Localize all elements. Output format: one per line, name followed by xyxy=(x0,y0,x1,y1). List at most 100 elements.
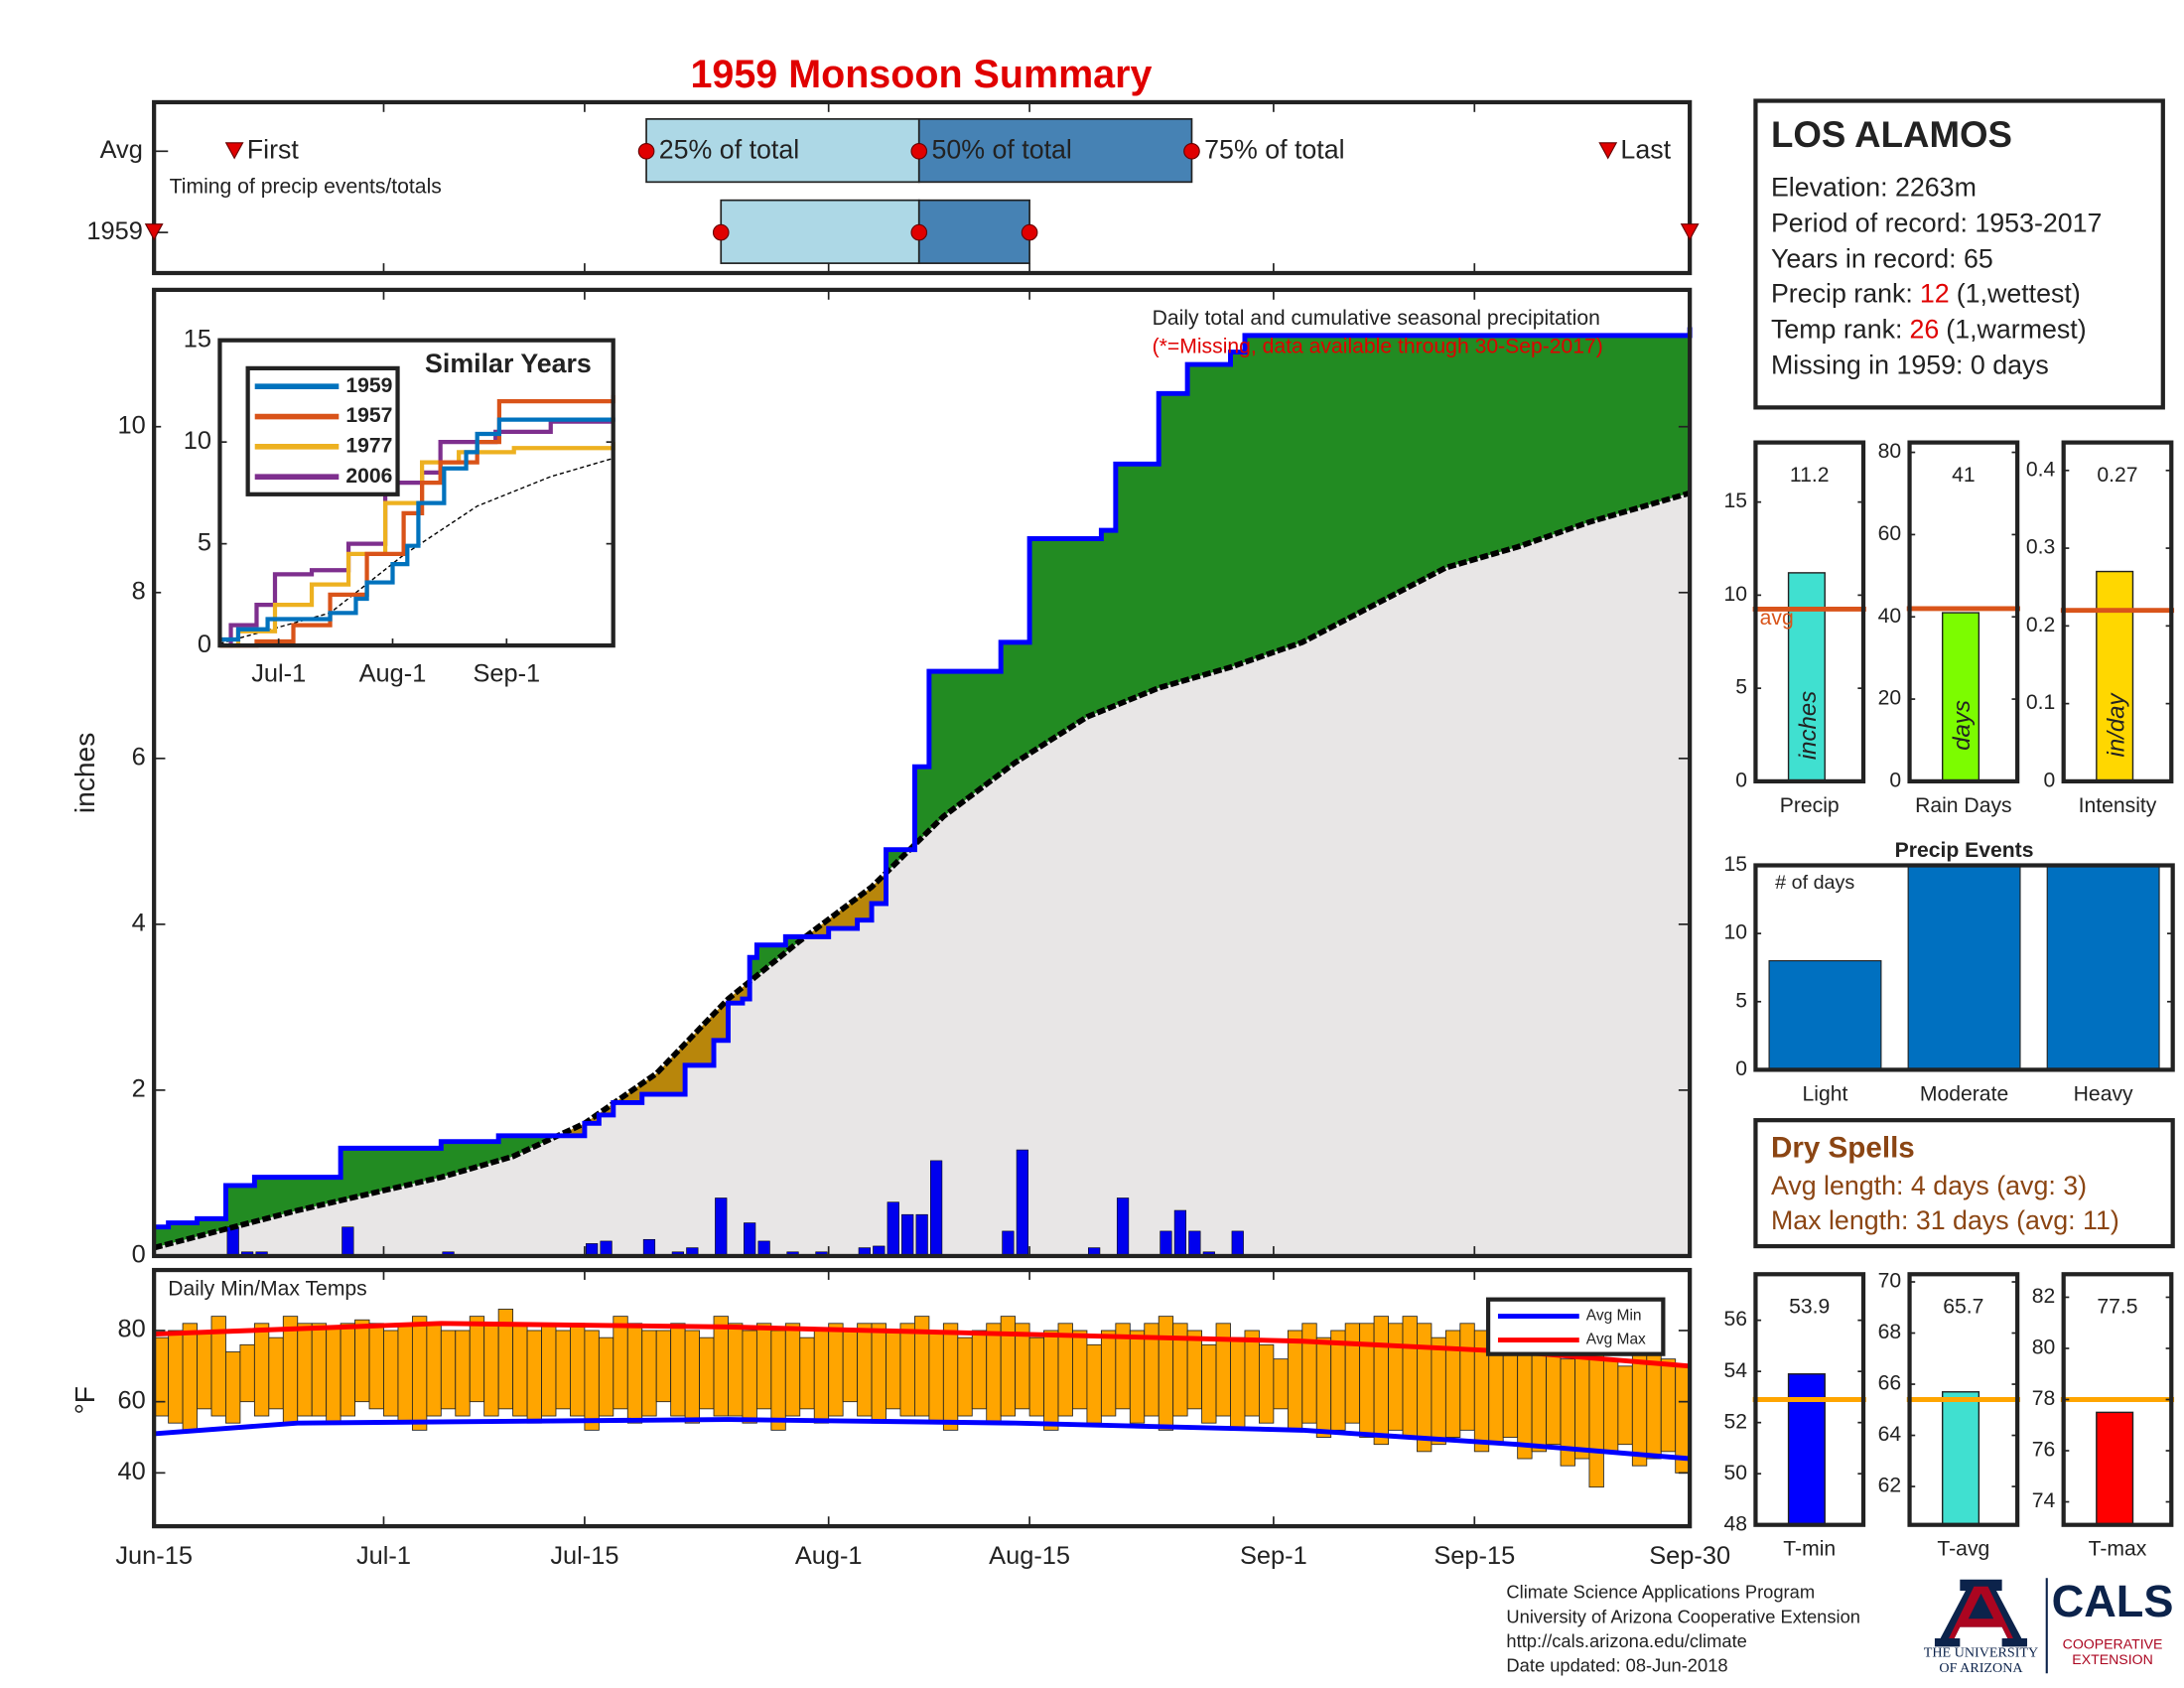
timing-dot xyxy=(910,142,928,160)
timing-label: First xyxy=(247,134,300,164)
temp-bar xyxy=(340,1323,355,1417)
unit-label: in/day xyxy=(2103,691,2129,757)
annotation: Timing of precip events/totals xyxy=(170,176,442,199)
x-tick-label: Sep-30 xyxy=(1649,1542,1730,1570)
y-tick-label: 0 xyxy=(2043,769,2055,791)
year-line xyxy=(219,417,615,642)
y-tick-label: 74 xyxy=(2032,1489,2056,1512)
timing-box xyxy=(917,199,1030,264)
unit-label: inches xyxy=(1795,691,1822,760)
station-rank: Temp rank: 26 (1,warmest) xyxy=(1771,315,2087,345)
x-tick-label: Sep-1 xyxy=(473,659,540,687)
temp-bar xyxy=(426,1323,442,1417)
temp-bar xyxy=(253,1323,270,1417)
y-tick-label: 0.4 xyxy=(2026,458,2056,481)
y-tick-label: 5 xyxy=(1735,676,1747,699)
temp-bar xyxy=(613,1316,628,1410)
cumulative-line xyxy=(154,327,1693,1230)
y-tick-label: 68 xyxy=(1878,1321,1902,1343)
y-tick-label: 0 xyxy=(132,1241,146,1269)
temp-bar xyxy=(297,1323,313,1417)
frame xyxy=(1753,440,1866,784)
timing-triangle xyxy=(1680,223,1700,241)
daily-bar xyxy=(1231,1230,1244,1257)
year-line xyxy=(219,419,614,648)
temp-bar xyxy=(1359,1323,1375,1438)
y-tick-label: 0 xyxy=(1889,769,1901,791)
temp-bar xyxy=(526,1330,542,1424)
y-tick-label: 48 xyxy=(1723,1512,1747,1535)
temp-bar xyxy=(899,1323,915,1417)
temp-bar xyxy=(1129,1330,1146,1424)
dry-spells-line: Max length: 31 days (avg: 11) xyxy=(1771,1205,2119,1235)
category-label: T-max xyxy=(2089,1538,2147,1561)
rank-label: Temp rank: xyxy=(1771,315,1902,345)
bar xyxy=(1787,1373,1826,1526)
y-tick-label: 0.2 xyxy=(2026,614,2055,636)
temp-bar xyxy=(512,1323,528,1417)
temp-bar xyxy=(1373,1316,1389,1446)
temp-bar xyxy=(928,1330,944,1424)
station-name: LOS ALAMOS xyxy=(1771,114,2012,155)
avg-label: avg xyxy=(1760,607,1794,630)
timing-box xyxy=(720,199,920,264)
temp-bar xyxy=(1602,1358,1619,1453)
timing-box xyxy=(917,118,1193,184)
y-tick-label: 0.1 xyxy=(2026,691,2055,714)
temp-bar xyxy=(1617,1365,1633,1446)
cals-wordmark: CALS xyxy=(2052,1576,2174,1626)
y-tick-label: 60 xyxy=(1878,522,1902,545)
y-tick-label: 40 xyxy=(117,1458,145,1485)
y-tick-label: 64 xyxy=(1878,1423,1902,1446)
y-tick-label: 60 xyxy=(117,1386,145,1414)
temp-bar xyxy=(1186,1330,1203,1410)
timing-triangle xyxy=(144,223,164,241)
station-line: Years in record: 65 xyxy=(1771,243,1993,273)
y-tick-label: 0.3 xyxy=(2026,536,2055,559)
temp-bar xyxy=(541,1323,557,1417)
temp-bar xyxy=(1344,1323,1361,1424)
cals-extension: COOPERATIVE xyxy=(2063,1636,2163,1652)
temp-bar xyxy=(1431,1336,1446,1446)
value-label: 53.9 xyxy=(1789,1296,1830,1319)
annotation: Daily total and cumulative seasonal prec… xyxy=(1153,307,1600,330)
temp-bar xyxy=(555,1330,571,1410)
x-tick-label: Moderate xyxy=(1920,1082,2008,1105)
timing-label: Last xyxy=(1620,134,1671,164)
value-label: 0.27 xyxy=(2097,464,2137,487)
temp-bar xyxy=(1072,1330,1088,1410)
footer-line: http://cals.arizona.edu/climate xyxy=(1506,1630,1746,1651)
bar xyxy=(1768,960,1882,1070)
y-tick-label: 80 xyxy=(1878,440,1902,463)
temp-bar xyxy=(770,1330,786,1431)
bar xyxy=(1941,612,1980,782)
temp-bar xyxy=(1000,1316,1017,1417)
x-tick-label: Jul-1 xyxy=(251,659,306,687)
y-tick-label: 10 xyxy=(1723,583,1747,606)
station-line: Elevation: 2263m xyxy=(1771,172,1977,202)
legend-box xyxy=(1485,1297,1666,1356)
timing-label: 75% of total xyxy=(1204,134,1344,164)
temp-bar xyxy=(1158,1316,1174,1431)
legend-label: Avg Min xyxy=(1586,1308,1642,1325)
temp-bar xyxy=(699,1336,715,1410)
daily-bar xyxy=(757,1240,770,1257)
temp-bar xyxy=(1244,1330,1260,1417)
temp-bar xyxy=(728,1323,744,1417)
temp-bar xyxy=(942,1323,959,1431)
cals-extension: EXTENSION xyxy=(2072,1651,2152,1667)
average-line xyxy=(219,457,614,644)
y-tick-label: 80 xyxy=(117,1316,145,1343)
y-tick-label: 10 xyxy=(1723,921,1747,944)
frame xyxy=(152,99,1693,276)
chart-title: Daily Min/Max Temps xyxy=(168,1277,366,1300)
temp-bar xyxy=(1301,1323,1317,1424)
timing-triangle xyxy=(224,142,244,160)
value-label: 65.7 xyxy=(1943,1296,1983,1319)
y-tick-label: 4 xyxy=(132,910,146,937)
temp-bar xyxy=(1488,1343,1504,1446)
station-box xyxy=(1753,98,2165,410)
chart-title: Precip Events xyxy=(1895,839,2034,862)
row-label: 1959 xyxy=(86,217,142,245)
category-label: Precip xyxy=(1780,794,1840,817)
